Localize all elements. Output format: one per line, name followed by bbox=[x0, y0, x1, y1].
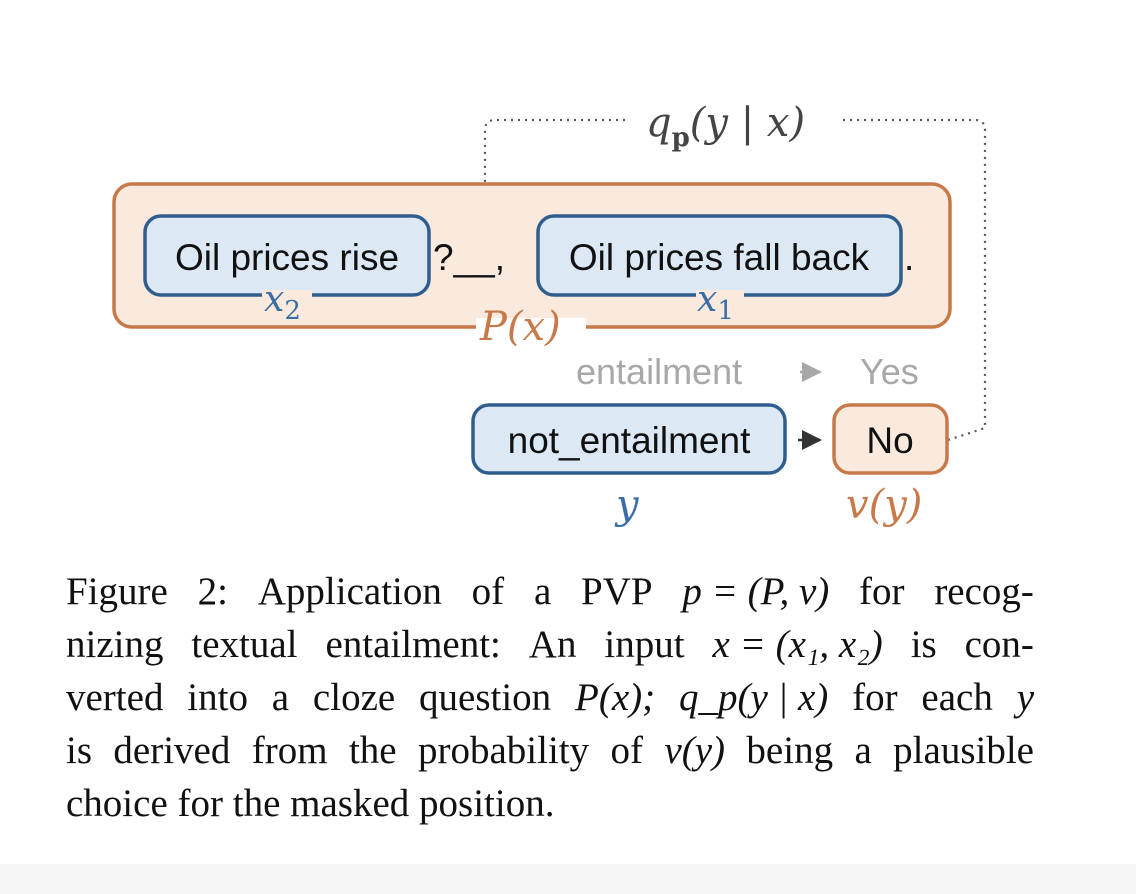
pvp-diagram: qp(y | x) Oil prices rise ?__, Oil price… bbox=[112, 100, 987, 528]
gray-label-entailment: entailment bbox=[576, 351, 742, 392]
x2-box-text: Oil prices rise bbox=[175, 237, 399, 278]
gray-label-yes: Yes bbox=[860, 351, 919, 392]
x2-label: x2 bbox=[264, 279, 301, 326]
x1-label-bg bbox=[696, 290, 744, 300]
caption-line-3: verted into a cloze question P(x); q_p(y… bbox=[66, 676, 1034, 719]
label-box-text: not_entailment bbox=[508, 420, 751, 461]
label-box bbox=[471, 403, 787, 475]
x1-box-text: Oil prices fall back bbox=[569, 237, 870, 278]
x2-label-bg bbox=[262, 290, 312, 300]
verbalizer-box bbox=[832, 403, 949, 475]
y-label: y bbox=[614, 482, 640, 528]
caption-line-2: nizing textual entailment: An input x = … bbox=[66, 623, 1034, 666]
pattern-label-bg bbox=[476, 318, 586, 336]
dotted-connector bbox=[842, 118, 987, 442]
caption-line-1: Figure 2: Application of a PVP p = (P, v… bbox=[66, 570, 1034, 613]
x1-label: x1 bbox=[697, 279, 734, 326]
period-text: . bbox=[904, 237, 914, 278]
caption-line-5: choice for the masked position. bbox=[66, 782, 555, 825]
mask-text: ?__, bbox=[433, 237, 505, 278]
v-label: v(y) bbox=[846, 482, 922, 528]
pattern-label: P(x) bbox=[479, 304, 561, 350]
page-footer-band bbox=[0, 864, 1136, 894]
figure-caption: Figure 2: Application of a PVP p = (P, v… bbox=[66, 565, 1066, 830]
caption-line-4: is derived from the probability of v(y) … bbox=[66, 729, 1034, 772]
verbalizer-box-text: No bbox=[866, 420, 913, 461]
top-label: qp(y | x) bbox=[646, 100, 805, 153]
